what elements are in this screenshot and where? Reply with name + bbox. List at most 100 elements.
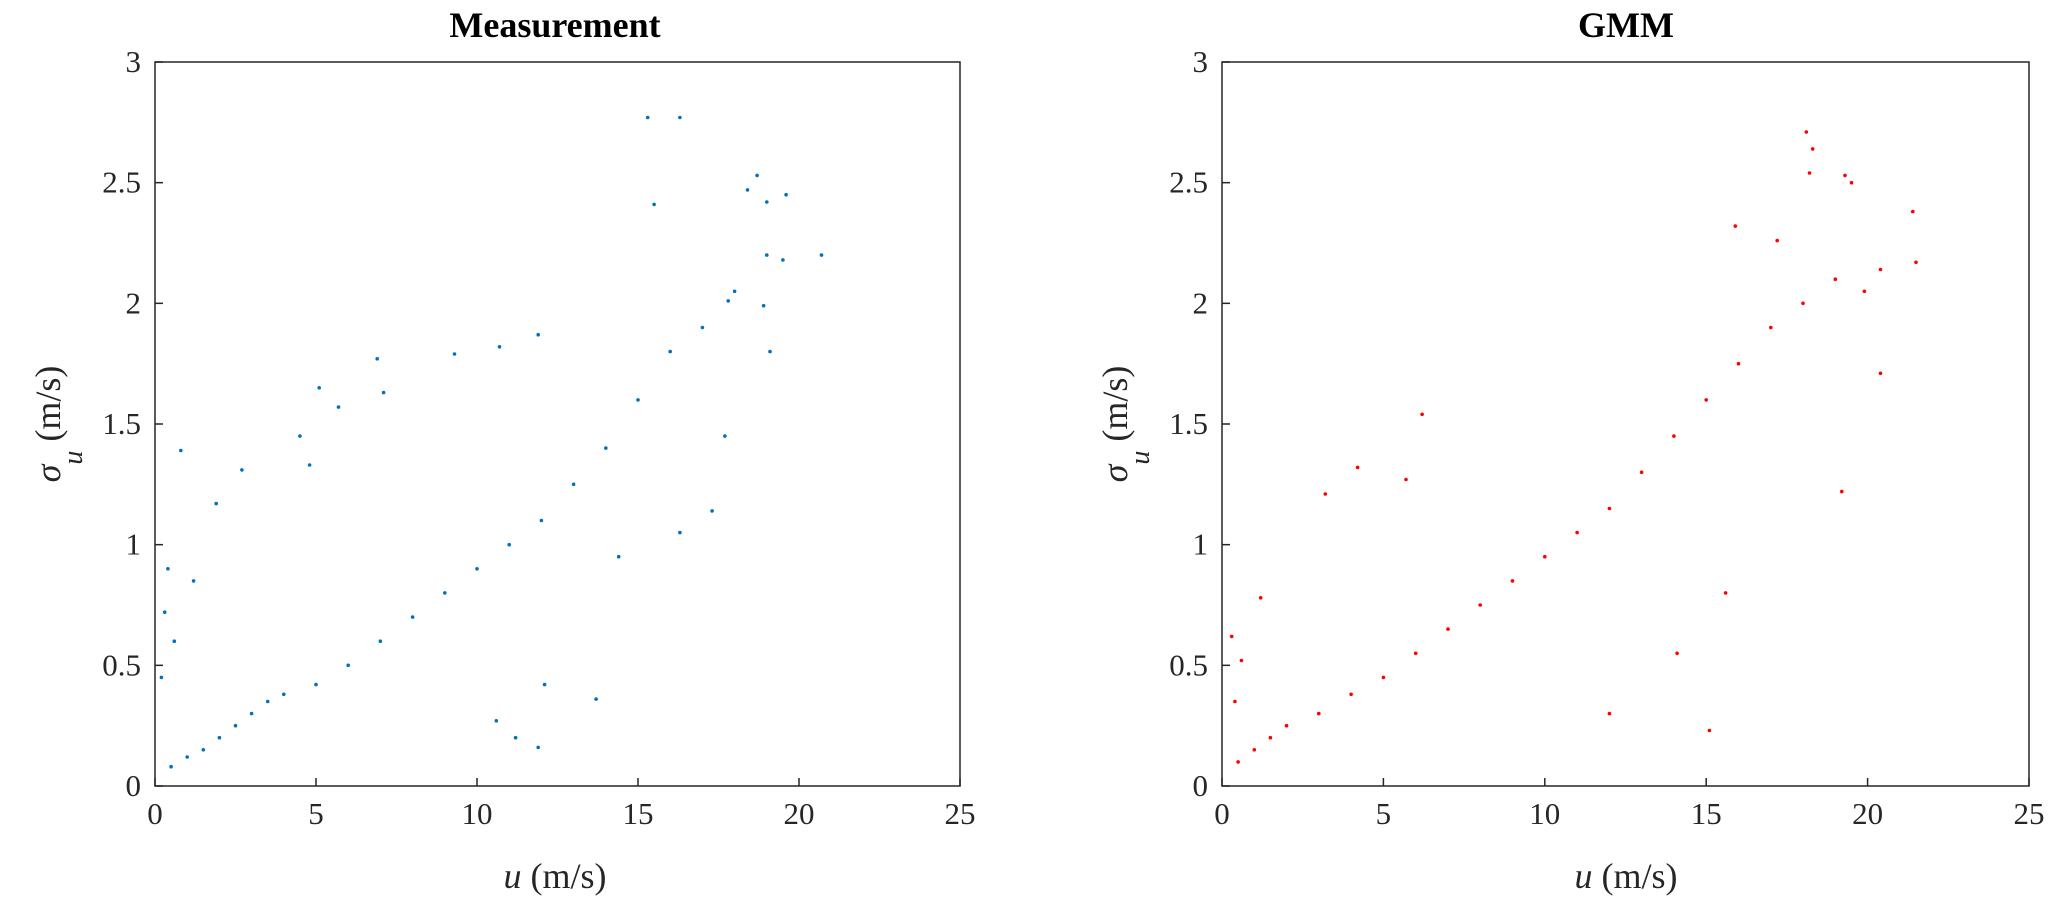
y-axis-label: σu (m/s) (28, 366, 89, 483)
y-tick-label: 3 (1193, 44, 1209, 79)
data-point (378, 639, 383, 643)
data-point (1733, 224, 1738, 228)
data-point (1723, 591, 1728, 595)
data-point (494, 719, 499, 723)
data-point (336, 405, 341, 409)
data-point (768, 349, 772, 354)
data-point (1607, 711, 1612, 716)
data-point (700, 325, 705, 330)
x-tick-label: 0 (1214, 796, 1230, 831)
x-tick-label: 10 (1529, 796, 1560, 831)
data-point (536, 745, 540, 750)
data-point (1404, 477, 1408, 482)
y-tick-label: 2.5 (102, 165, 141, 200)
data-point (542, 682, 547, 687)
data-point (1707, 728, 1712, 733)
data-point (761, 303, 766, 308)
x-tick-label: 15 (1691, 796, 1722, 831)
data-point (346, 663, 351, 668)
data-point (1510, 579, 1515, 583)
measurement-panel: Measurement 0 5 10 15 20 25 0 0.5 1 1.5 2 2.5 3 u (… (28, 5, 976, 896)
data-point (1911, 209, 1915, 214)
data-point (1862, 289, 1867, 294)
data-point (1843, 173, 1847, 178)
data-point (1317, 711, 1321, 716)
data-point (191, 579, 196, 583)
y-axis-ticks: 0 0.5 1 1.5 2 2.5 3 (1169, 44, 1230, 803)
data-point (169, 764, 173, 769)
data-point (162, 610, 167, 614)
data-point (1810, 147, 1815, 151)
data-point (497, 345, 502, 349)
chart-title: GMM (1578, 5, 1674, 45)
y-tick-label: 1 (126, 527, 142, 562)
data-point (214, 501, 218, 506)
data-point (1229, 634, 1234, 639)
data-point (265, 699, 270, 704)
scatter-points (1229, 130, 1918, 764)
data-point (298, 434, 302, 438)
y-tick-label: 0.5 (102, 647, 141, 682)
data-point (710, 509, 714, 513)
data-point (1914, 260, 1918, 265)
data-point (317, 386, 322, 390)
data-point (1878, 267, 1883, 272)
data-point (652, 202, 656, 207)
data-point (1381, 675, 1386, 680)
x-tick-label: 20 (1852, 796, 1883, 831)
x-tick-label: 25 (945, 796, 976, 831)
plot-box (1221, 61, 2030, 787)
data-point (1736, 361, 1741, 366)
x-axis-label: u (m/s) (504, 856, 607, 896)
x-tick-label: 25 (2014, 796, 2045, 831)
data-point (233, 723, 238, 728)
data-point (819, 253, 824, 257)
data-point (594, 697, 598, 701)
data-point (1639, 470, 1644, 475)
data-point (1607, 506, 1612, 511)
data-point (201, 748, 206, 752)
data-point (1355, 465, 1360, 470)
chart-title: Measurement (449, 5, 660, 45)
data-point (179, 448, 183, 453)
data-point (1672, 434, 1676, 438)
y-tick-label: 2.5 (1169, 165, 1208, 200)
data-point (159, 675, 164, 680)
y-tick-label: 0 (126, 768, 142, 803)
x-tick-label: 5 (1376, 796, 1392, 831)
data-point (1233, 699, 1237, 704)
data-point (410, 615, 415, 619)
data-point (1575, 530, 1579, 535)
data-point (1833, 277, 1838, 282)
data-point (443, 591, 447, 595)
data-point (1236, 760, 1240, 764)
x-tick-label: 10 (462, 796, 493, 831)
data-point (172, 639, 177, 643)
y-axis-ticks: 0 0.5 1 1.5 2 2.5 3 (102, 44, 163, 803)
gmm-panel: GMM 0 5 10 15 20 25 0 0.5 1 1.5 2 2.5 3 u (m/s) σu … (1095, 5, 2045, 896)
data-point (1446, 627, 1450, 631)
data-point (1704, 398, 1708, 402)
data-point (536, 332, 540, 337)
data-point (1840, 489, 1844, 494)
data-point (307, 463, 312, 467)
data-point (668, 349, 672, 354)
data-point (217, 735, 222, 740)
data-point (314, 682, 318, 687)
x-tick-label: 5 (308, 796, 324, 831)
data-point (571, 482, 576, 487)
data-point (1801, 301, 1805, 306)
y-tick-label: 2 (1193, 285, 1209, 320)
data-point (1849, 180, 1854, 185)
data-point (645, 115, 650, 120)
data-point (1420, 412, 1424, 417)
y-tick-label: 1.5 (1169, 406, 1208, 441)
data-point (765, 253, 769, 257)
data-point (475, 567, 479, 571)
data-point (1252, 748, 1257, 752)
data-point (282, 692, 286, 697)
data-point (1775, 238, 1779, 243)
x-tick-label: 15 (623, 796, 654, 831)
data-point (539, 518, 544, 523)
